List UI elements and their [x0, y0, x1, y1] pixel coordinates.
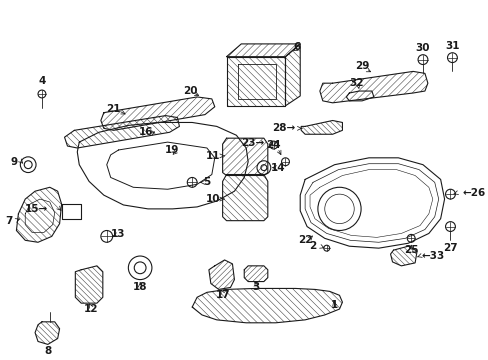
Text: 31: 31	[444, 41, 459, 51]
Text: 9: 9	[11, 157, 18, 167]
Text: 25: 25	[403, 245, 418, 255]
Text: 17: 17	[215, 290, 229, 300]
Text: 3: 3	[252, 283, 259, 292]
Text: ←33: ←33	[420, 251, 443, 261]
Text: 30: 30	[415, 43, 429, 53]
Text: 15→: 15→	[24, 204, 48, 214]
Text: 1: 1	[330, 300, 338, 310]
Text: 28→: 28→	[271, 123, 295, 133]
Text: 2: 2	[309, 241, 316, 251]
Text: 16: 16	[139, 127, 153, 137]
Text: 12: 12	[83, 304, 98, 314]
Text: 29: 29	[354, 62, 368, 72]
Text: 13: 13	[111, 229, 125, 239]
Text: ←26: ←26	[461, 188, 485, 198]
Text: 8: 8	[44, 346, 51, 356]
Text: 27: 27	[442, 243, 457, 253]
Text: 22: 22	[297, 235, 312, 245]
Text: 4: 4	[38, 76, 45, 86]
Text: 6: 6	[293, 42, 300, 52]
Text: 11: 11	[205, 151, 220, 161]
Text: 5: 5	[203, 177, 210, 187]
Text: 7: 7	[5, 216, 12, 226]
Text: 21: 21	[106, 104, 121, 114]
Text: 23→: 23→	[240, 138, 264, 148]
Text: 32: 32	[348, 78, 363, 88]
Text: 24: 24	[266, 140, 281, 150]
Text: 14: 14	[270, 163, 285, 173]
Text: 18: 18	[133, 283, 147, 292]
Text: 10: 10	[205, 194, 220, 204]
Text: 20: 20	[183, 86, 197, 96]
Text: 19: 19	[164, 145, 179, 155]
